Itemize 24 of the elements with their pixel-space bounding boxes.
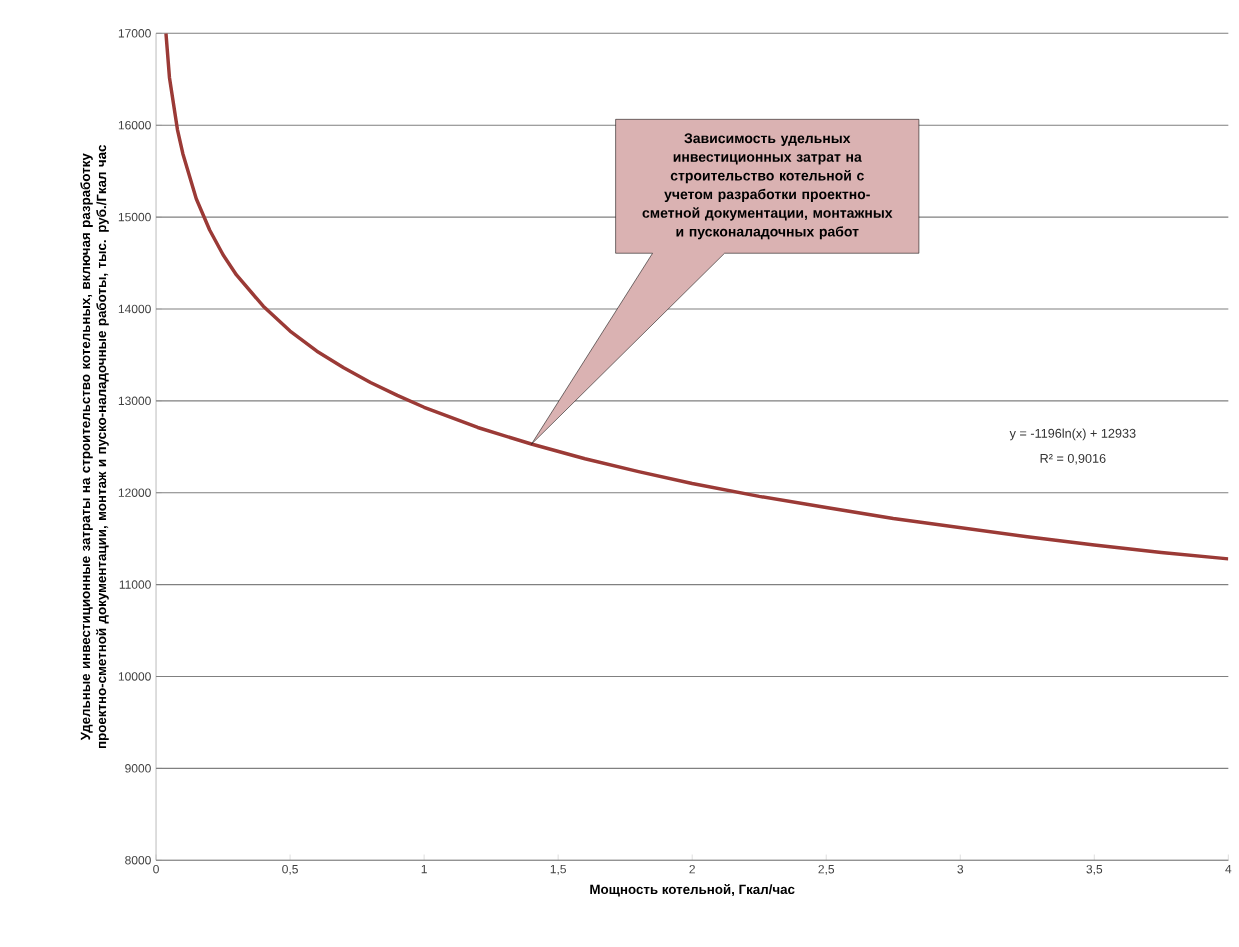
x-tick-label: 1 (421, 864, 427, 874)
x-axis-title: Мощность котельной, Гкал/час (590, 884, 795, 897)
x-tick-label: 2 (689, 864, 695, 874)
x-tick-label: 0 (153, 864, 159, 874)
annotation: y = -1196ln(x) + 12933 (1009, 428, 1136, 441)
annotation: Зависимость удельных инвестиционных затрат на строительство котельной с учетом разработки проектно-сметной документации, монтажных и пусконаладочных работ (642, 133, 893, 240)
y-tick-label: 12000 (118, 488, 151, 498)
y-tick-label: 10000 (118, 672, 151, 681)
y-tick-label: 13000 (118, 396, 151, 406)
x-tick-label: 3,5 (1086, 864, 1103, 875)
x-tick-label: 4 (1225, 864, 1232, 874)
annotation: R² = 0,9016 (1040, 453, 1106, 465)
y-tick-label: 8000 (125, 856, 151, 865)
x-tick-label: 3 (957, 864, 964, 874)
x-tick-label: 1,5 (550, 864, 566, 875)
y-tick-label: 9000 (125, 764, 151, 773)
y-tick-label: 11000 (119, 580, 151, 589)
y-tick-label: 16000 (118, 120, 151, 130)
y-axis-title: Удельные инвестиционные затраты на строительство котельных, включая разработку проектно-сметной документации, монтаж и пуско-наладочные работы, тыс. руб./Гкал час (80, 144, 109, 749)
y-tick-label: 14000 (118, 304, 151, 314)
x-tick-label: 2,5 (818, 864, 835, 875)
y-tick-label: 15000 (118, 212, 151, 222)
x-tick-label: 0,5 (282, 864, 298, 875)
y-tick-label: 17000 (118, 29, 151, 38)
